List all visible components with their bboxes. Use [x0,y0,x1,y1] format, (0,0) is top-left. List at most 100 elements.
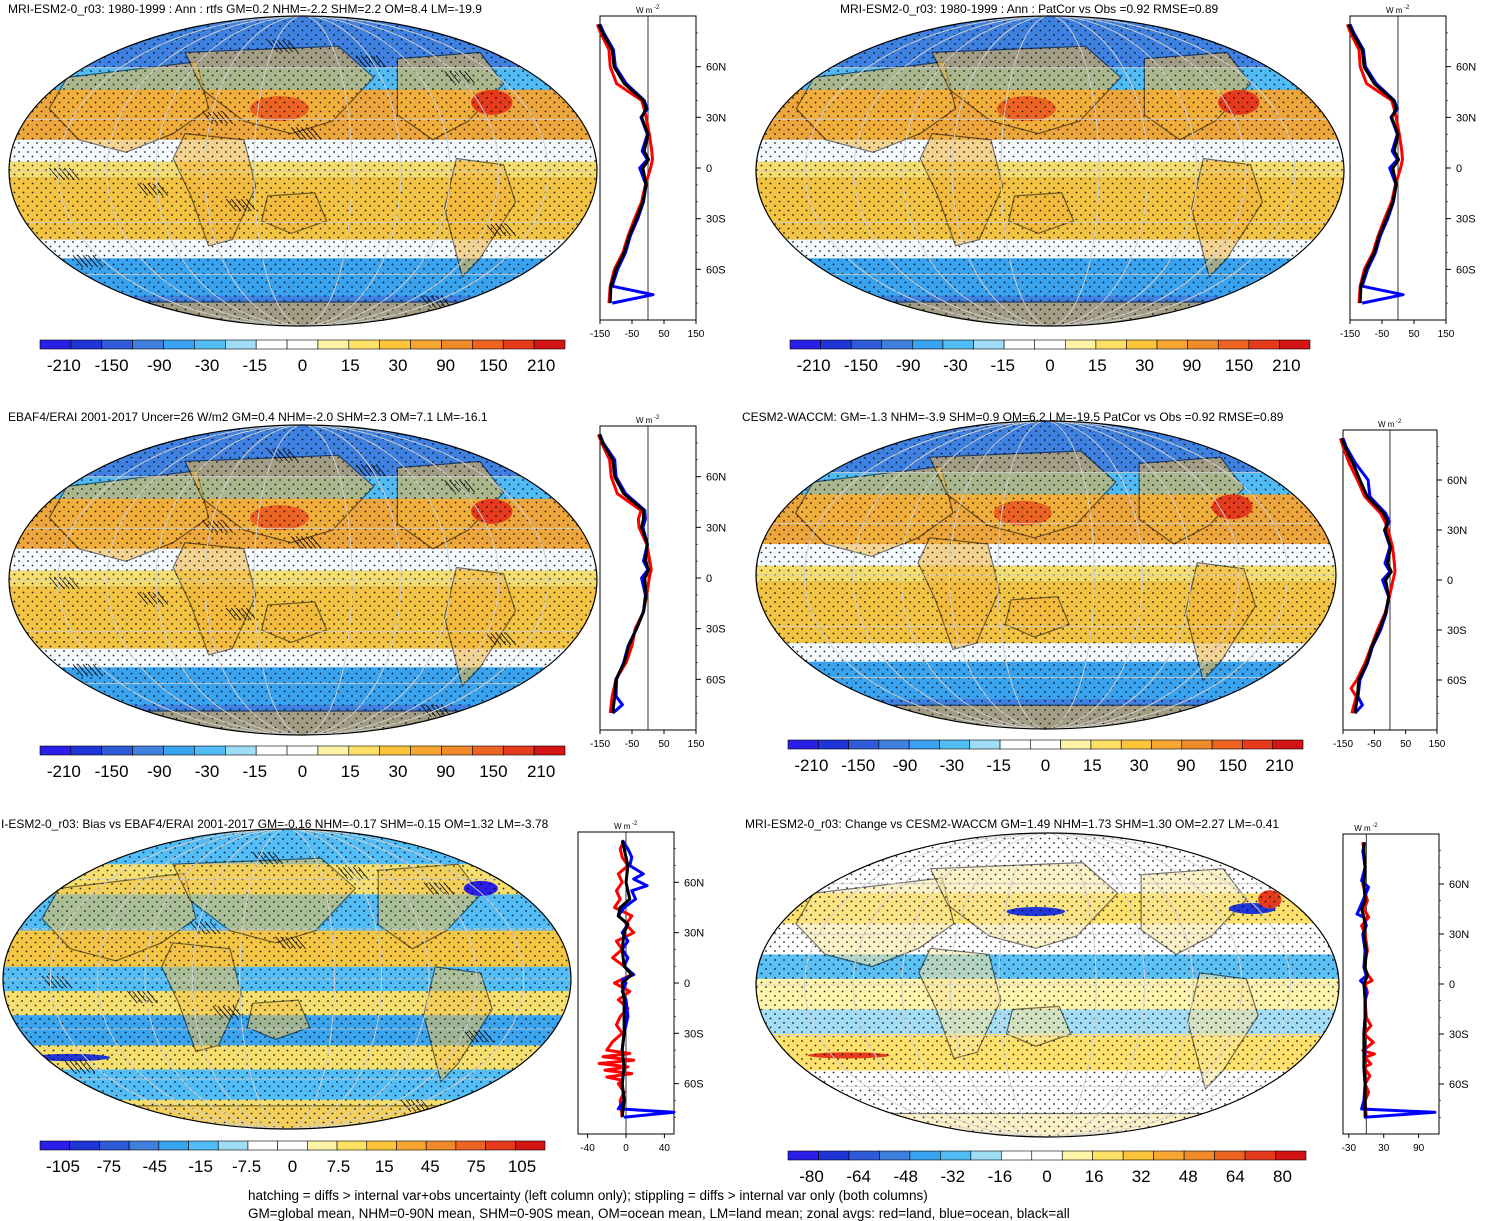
zonal-xtick-label-2: 40 [659,1143,671,1154]
zonal-ytick-label-4: 60S [684,1079,704,1091]
colorbar-swatch-5 [942,339,974,350]
colorbar-swatch-14 [1211,739,1243,750]
colorbar-swatch-9 [1060,739,1092,750]
colorbar-swatch-16 [533,745,566,756]
colorbar-swatch-2 [848,739,880,750]
colorbar-swatch-15 [1242,739,1274,750]
colorbar-swatch-0 [39,339,72,350]
colorbar: -105 -75 -45 -15 -7.5 0 7.5 15 45 75 105 [39,1140,546,1176]
colorbar-label-5: 0 [288,1157,297,1176]
colorbar-swatch-3 [881,339,913,350]
colorbar-label-6: 15 [1083,756,1102,775]
zonal-ytick-label-2: 0 [1447,575,1453,587]
zonal-xtick-label-1: 30 [1378,1143,1390,1154]
colorbar-label-0: -210 [47,356,81,375]
world-map [755,832,1340,1138]
colorbar-swatch-1 [70,339,103,350]
colorbar-swatch-7 [255,745,288,756]
colorbar-swatch-14 [1217,339,1250,350]
colorbar-swatch-16 [1279,339,1311,350]
colorbar-swatch-0 [39,745,72,756]
colorbar-swatch-12 [1156,339,1188,350]
zonal-ytick-label-4: 60S [706,264,726,276]
zonal-ytick-label-1: 30N [1449,929,1469,941]
colorbar-label-2: -90 [147,762,172,781]
zonal-ytick-label-4: 60S [706,674,726,686]
colorbar-swatch-8 [1034,339,1066,350]
zonal-average-plot: W m -2 60N 30N 0 30S 60S -150 -50 50 150 [590,415,726,750]
colorbar-swatch-16 [514,1140,546,1151]
colorbar-swatch-12 [410,745,442,756]
colorbar-swatch-8 [1030,739,1061,750]
colorbar-label-0: -210 [797,356,831,375]
zonal-unit-label: W m [636,416,653,425]
zonal-xtick-label-0: -150 [590,739,610,750]
colorbar: -80 -64 -48 -32 -16 0 16 32 48 64 80 [787,1150,1307,1186]
colorbar-label-4: -15 [990,356,1015,375]
zonal-ytick-label-3: 30S [684,1028,704,1040]
zonal-unit-exponent: -2 [632,821,638,827]
colorbar-swatch-10 [348,745,381,756]
colorbar-label-4: -15 [986,756,1011,775]
world-map [755,15,1345,327]
zonal-ytick-label-4: 60S [1456,264,1476,276]
zonal-ytick-label-3: 30S [1447,625,1467,637]
zonal-all-line [1360,842,1369,1118]
zonal-all-line [597,433,651,714]
colorbar-swatch-5 [939,739,971,750]
map-outline [755,15,1345,327]
colorbar-swatch-3 [132,745,164,756]
colorbar-swatch-2 [848,1150,880,1161]
colorbar-label-5: 0 [1045,356,1054,375]
colorbar-swatch-2 [850,339,883,350]
map-outline [2,828,572,1130]
colorbar-swatch-12 [1151,739,1183,750]
colorbar-swatch-7 [247,1140,278,1151]
colorbar-swatch-8 [277,1140,308,1151]
colorbar-swatch-14 [455,1140,486,1151]
colorbar-swatch-1 [820,339,852,350]
colorbar-swatch-11 [1126,339,1158,350]
colorbar-label-7: 15 [375,1157,394,1176]
colorbar-swatch-13 [425,1140,457,1151]
colorbar-label-10: 210 [1272,356,1300,375]
colorbar-label-3: -15 [188,1157,213,1176]
colorbar-swatch-14 [1214,1150,1246,1161]
zonal-ytick-label-1: 30N [1447,525,1467,537]
colorbar-swatch-5 [194,745,226,756]
colorbar-swatch-0 [39,1140,71,1151]
colorbar-swatch-10 [1092,1150,1124,1161]
colorbar-swatch-11 [366,1140,397,1151]
colorbar-swatch-13 [1183,1150,1215,1161]
colorbar-label-8: 90 [436,356,455,375]
colorbar-swatch-4 [163,745,195,756]
colorbar-swatch-14 [472,339,504,350]
graticule [756,421,1336,729]
colorbar-label-2: -90 [893,756,918,775]
colorbar-label-10: 210 [1265,756,1293,775]
graticule [3,829,571,1129]
zonal-xtick-label-2: 90 [1413,1143,1425,1154]
colorbar-swatch-10 [1095,339,1127,350]
zonal-xtick-label-1: -50 [625,329,640,340]
colorbar-label-10: 80 [1273,1167,1292,1186]
graticule [9,425,597,735]
panel-title: MRI-ESM2-0_r03: Change vs CESM2-WACCM GM… [745,817,1280,831]
colorbar-label-4: -16 [988,1167,1013,1186]
zonal-unit-exponent: -2 [654,415,660,421]
colorbar-label-1: -64 [846,1167,871,1186]
zonal-xtick-label-2: 50 [1408,329,1420,340]
colorbar-swatch-15 [502,339,535,350]
zonal-xtick-label-3: 150 [688,329,705,340]
zonal-unit-label: W m [1386,6,1403,15]
colorbar-swatch-4 [163,339,195,350]
zonal-ytick-label-4: 60S [1447,675,1467,687]
zonal-xtick-label-3: 150 [1429,739,1446,750]
panel-title: EBAF4/ERAI 2001-2017 Uncer=26 W/m2 GM=0.… [8,410,488,424]
colorbar-label-10: 105 [508,1157,536,1176]
world-map [8,15,598,327]
footer-legend-line-2: GM=global mean, NHM=0-90N mean, SHM=0-90… [248,1206,1070,1221]
zonal-xtick-label-1: -50 [625,739,640,750]
colorbar-label-5: 0 [298,762,307,781]
colorbar-swatch-14 [472,745,504,756]
